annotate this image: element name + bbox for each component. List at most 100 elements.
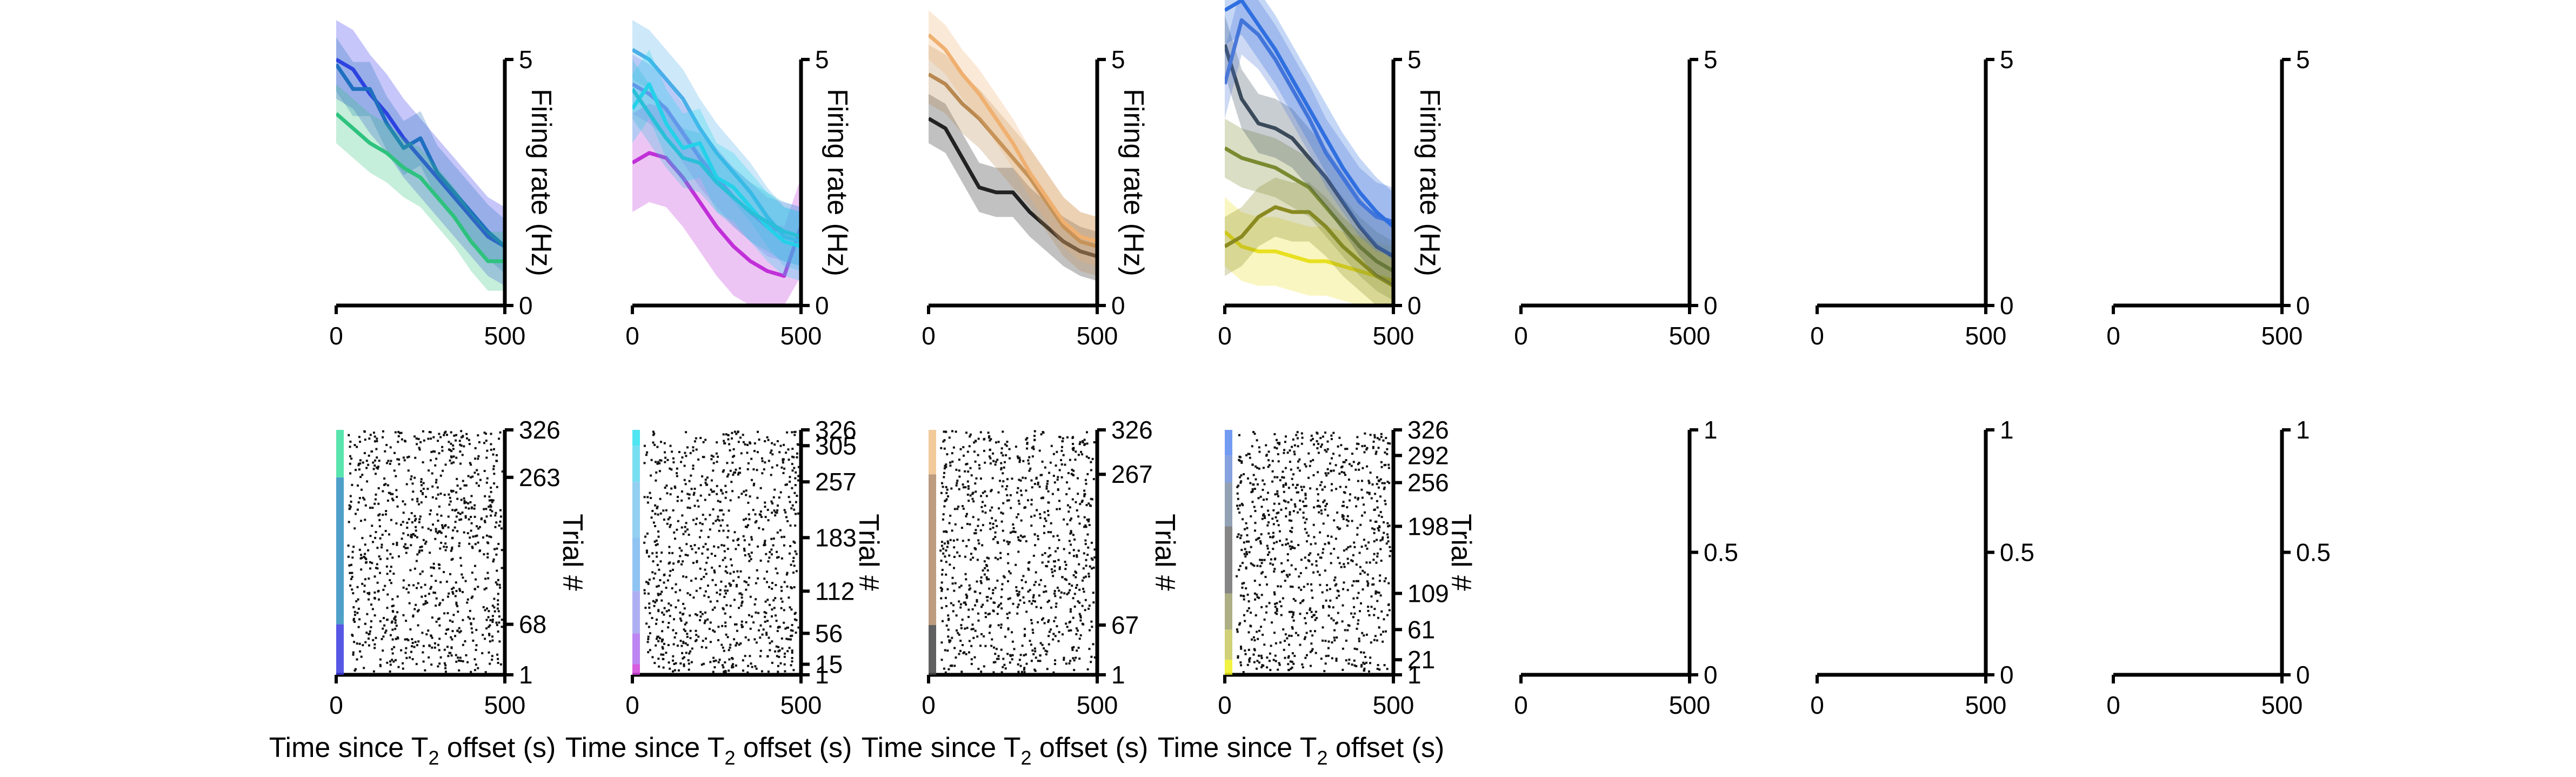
y-tick-label: 5 [2296,45,2310,74]
y-axis-label: Firing rate (Hz) [525,89,557,276]
y-axis-label: Trial # [557,514,588,591]
x-tick-label: 500 [484,691,526,719]
y-tick-label: 0 [2000,661,2014,689]
x-tick-label: 0 [2106,691,2120,719]
y-tick-label: 0 [2296,291,2310,320]
trial-group-bar-3 [929,430,936,475]
error-band-1 [1225,197,1393,306]
y-tick-label: 326 [1111,416,1153,444]
x-tick-label: 0 [329,691,343,719]
trial-group-bar-3 [336,430,344,477]
y-tick-label: 1 [519,661,533,689]
y-tick-label: 0 [519,291,533,320]
y-tick-label: 0.5 [2296,539,2331,567]
error-band-6 [1225,0,1393,262]
trial-group-bar-4 [1225,526,1232,594]
y-tick-label: 326 [815,416,857,444]
series-line-2 [336,63,505,248]
series-group [929,10,1097,281]
error-band-3 [632,20,801,271]
x-tick-label: 500 [1669,691,1711,719]
x-axis-label-tail: offset (s) [1327,732,1444,763]
x-tick-label: 500 [484,322,526,350]
series-line-1 [336,57,505,248]
x-tick-label: 500 [1669,322,1711,350]
y-tick-label: 305 [815,431,857,460]
y-tick-label: 21 [1407,646,1435,674]
trial-group-bar-3 [1225,593,1232,630]
y-axis-label: Trial # [853,514,884,591]
x-axis-label: Time since T2 offset (s) [862,732,1149,769]
y-tick-label: 0 [2000,291,2014,320]
y-tick-label: 0 [1111,291,1125,320]
y-tick-label: 5 [519,45,533,74]
y-tick-label: 267 [1111,460,1153,488]
y-tick-label: 0 [1704,291,1718,320]
spike-dots [347,430,504,674]
y-tick-label: 5 [2000,45,2014,74]
y-tick-label: 109 [1407,579,1449,607]
series-line-4 [632,82,801,249]
y-tick-label: 1 [815,661,829,689]
x-tick-label: 0 [625,691,639,719]
series-line-1 [632,151,801,278]
series-group [336,20,505,291]
series-line-5 [632,88,801,238]
series-line-6 [1225,0,1393,229]
trial-group-bar-3 [632,591,640,634]
y-tick-label: 256 [1407,469,1449,497]
x-axis-label: Time since T2 offset (s) [269,732,556,769]
error-band-1 [632,103,801,306]
trial-group-bar-1 [1225,660,1232,675]
trial-group-bar-6 [632,446,640,482]
x-tick-label: 500 [1965,322,2007,350]
trial-group-bar-7 [1225,430,1232,456]
x-tick-label: 500 [1373,322,1414,350]
spike-dots [1236,431,1392,673]
y-tick-label: 0.5 [2000,539,2034,567]
y-tick-label: 5 [815,45,829,74]
error-band-2 [336,37,505,274]
x-tick-label: 500 [1965,691,2007,719]
x-axis-label-subscript: 2 [1020,747,1031,769]
x-tick-label: 500 [780,691,822,719]
spike-raster [1236,431,1392,673]
panel-1-raster: 0 500 326 263 68 1 Trial # Time since T2 offset… [269,416,588,769]
x-axis-label-tail: offset (s) [1031,732,1148,763]
x-axis-label-tail: offset (s) [439,732,556,763]
trial-group-bar-5 [1225,482,1232,527]
error-band-4 [632,49,801,281]
trial-group-bar-7 [632,430,640,446]
y-axis-label: Firing rate (Hz) [1118,89,1149,276]
x-tick-label: 500 [1373,691,1414,719]
x-tick-label: 500 [1077,322,1118,350]
y-tick-label: 5 [1704,45,1718,74]
y-tick-label: 0 [1704,661,1718,689]
x-tick-label: 0 [1514,322,1528,350]
x-tick-label: 500 [780,322,822,350]
x-axis-label: Time since T2 offset (s) [1158,732,1445,769]
y-axis-label: Trial # [1445,514,1477,591]
trial-group-bar-2 [336,477,344,625]
trial-group-bar-2 [929,474,936,626]
y-tick-label: 0.5 [1704,539,1738,567]
y-tick-label: 183 [815,523,857,552]
y-tick-label: 112 [815,577,855,605]
y-tick-label: 1 [2296,416,2310,444]
x-tick-label: 0 [1514,691,1528,719]
series-line-3 [336,112,505,263]
x-tick-label: 0 [922,691,936,719]
trial-group-bar-4 [632,537,640,592]
series-line-3 [929,33,1097,244]
spike-dots [939,430,1096,674]
spike-raster [347,430,504,674]
